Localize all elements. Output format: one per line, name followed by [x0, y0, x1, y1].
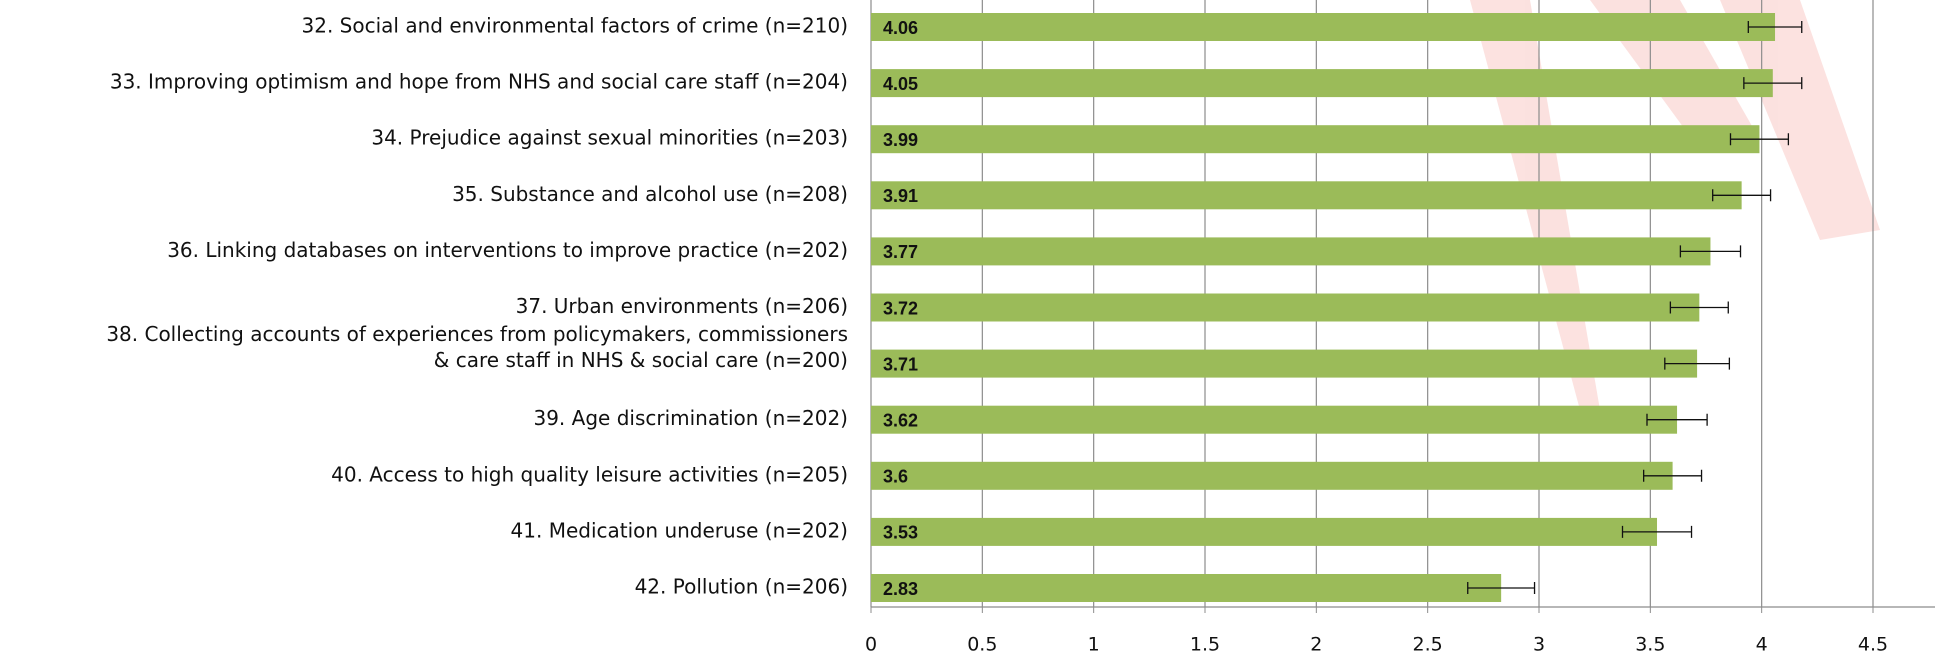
category-label: 42. Pollution (n=206): [635, 575, 848, 599]
bar: [871, 461, 1673, 490]
x-tick-label: 0.5: [967, 634, 997, 656]
category-label: 36. Linking databases on interventions t…: [167, 238, 848, 262]
bar: [871, 517, 1658, 546]
bar: [871, 405, 1678, 434]
value-label: 3.53: [883, 523, 918, 543]
x-tick-label: 4.5: [1858, 634, 1888, 656]
bar: [871, 293, 1700, 322]
value-label: 3.71: [883, 354, 918, 374]
category-label: 39. Age discrimination (n=202): [533, 406, 848, 430]
value-label: 2.83: [883, 579, 918, 599]
x-tick-label: 2: [1310, 634, 1322, 656]
error-bar: [1712, 189, 1772, 202]
bar: [871, 181, 1742, 210]
error-bar: [1669, 301, 1729, 314]
value-label: 3.77: [883, 242, 918, 262]
error-bar: [1679, 245, 1742, 258]
bar: [871, 69, 1773, 98]
x-tick-label: 3.5: [1635, 634, 1665, 656]
error-bar: [1743, 77, 1803, 90]
bar: [871, 349, 1698, 378]
x-tick-label: 4: [1756, 634, 1768, 656]
error-bar: [1664, 357, 1731, 370]
category-label: 32. Social and environmental factors of …: [302, 14, 848, 38]
category-label: 33. Improving optimism and hope from NHS…: [110, 70, 848, 94]
category-label: 35. Substance and alcohol use (n=208): [452, 182, 848, 206]
x-tick-label: 1.5: [1190, 634, 1220, 656]
category-label: 37. Urban environments (n=206): [516, 294, 848, 318]
error-bar: [1646, 413, 1708, 426]
category-label: 34. Prejudice against sexual minorities …: [371, 126, 848, 150]
value-label: 4.06: [883, 18, 918, 38]
error-bar: [1467, 582, 1536, 594]
category-label: 41. Medication underuse (n=202): [511, 518, 848, 542]
bar: [871, 13, 1776, 41]
x-tick-label: 1: [1088, 634, 1100, 656]
x-tick-label: 0: [865, 634, 877, 656]
category-label: & care staff in NHS & social care (n=200…: [434, 348, 848, 372]
value-label: 3.62: [883, 410, 918, 430]
error-bar: [1643, 469, 1703, 482]
error-bar: [1621, 525, 1693, 538]
error-bar: [1747, 21, 1803, 33]
value-label: 3.99: [883, 130, 918, 150]
x-tick-label: 2.5: [1413, 634, 1443, 656]
error-bar: [1729, 133, 1790, 146]
category-label: 38. Collecting accounts of experiences f…: [106, 322, 848, 346]
value-label: 3.91: [883, 186, 918, 206]
watermark-stroke: [1720, 0, 1880, 240]
value-label: 3.6: [883, 467, 908, 487]
value-label: 3.72: [883, 298, 918, 318]
bar: [871, 125, 1760, 154]
value-label: 4.05: [883, 74, 918, 94]
bar: [871, 574, 1502, 602]
x-tick-label: 3: [1533, 634, 1545, 656]
category-label: 40. Access to high quality leisure activ…: [331, 462, 848, 486]
bar: [871, 237, 1711, 266]
